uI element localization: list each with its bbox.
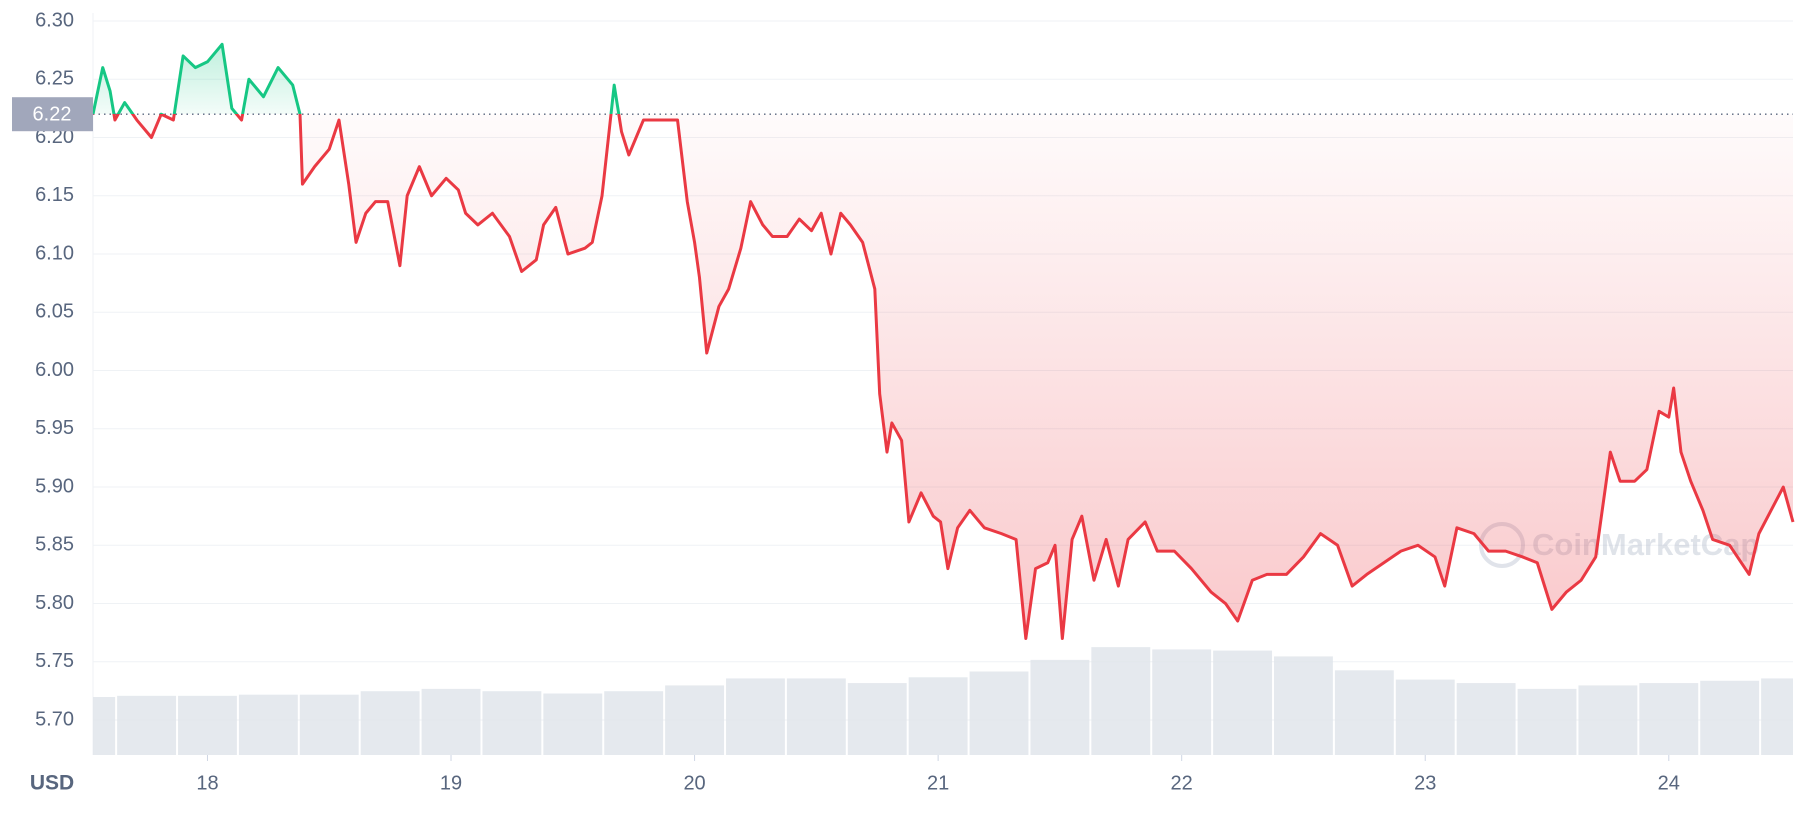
y-tick-label: 6.10 <box>35 242 74 264</box>
volume-bar <box>1456 683 1516 755</box>
y-tick-label: 5.80 <box>35 592 74 614</box>
volume-bar <box>543 693 603 755</box>
x-tick-label: 19 <box>440 772 462 794</box>
volume-bar <box>360 691 420 755</box>
volume-bar <box>969 671 1029 755</box>
baseline-label: 6.22 <box>33 103 72 125</box>
volume-bar <box>117 695 177 755</box>
y-tick-label: 6.25 <box>35 68 74 90</box>
volume-bar <box>1091 647 1151 755</box>
x-tick-label: 24 <box>1658 772 1680 794</box>
y-tick-label: 6.05 <box>35 301 74 323</box>
y-tick-label: 6.30 <box>35 9 74 31</box>
y-tick-label: 5.70 <box>35 708 74 730</box>
volume-bar <box>908 677 968 755</box>
volume-bar <box>93 697 116 755</box>
volume-bar <box>604 691 664 755</box>
x-tick-label: 18 <box>196 772 218 794</box>
volume-bar <box>1395 679 1455 755</box>
y-tick-label: 5.95 <box>35 417 74 439</box>
volume-bar <box>1152 649 1212 755</box>
y-tick-label: 6.15 <box>35 184 74 206</box>
currency-label: USD <box>30 772 74 795</box>
price-line <box>91 42 1795 640</box>
x-tick-label: 22 <box>1171 772 1193 794</box>
volume-bar <box>726 678 785 755</box>
volume-bar <box>1761 678 1793 755</box>
volume-bar <box>665 685 725 755</box>
volume-bar <box>238 694 298 755</box>
volume-bar <box>1213 650 1273 755</box>
x-tick-label: 21 <box>927 772 949 794</box>
volume-bar <box>1030 659 1090 755</box>
y-tick-label: 5.85 <box>35 534 74 556</box>
baseline-label-box <box>12 97 93 132</box>
volume-bar <box>299 694 359 755</box>
x-tick-label: 23 <box>1414 772 1436 794</box>
y-tick-label: 5.90 <box>35 475 74 497</box>
price-area <box>93 44 1793 639</box>
volume-bar <box>1639 683 1699 755</box>
volume-bar <box>178 695 237 755</box>
volume-bar <box>482 691 542 755</box>
y-tick-label: 6.20 <box>35 126 74 148</box>
volume-bar <box>847 683 907 755</box>
volume-bar <box>1517 688 1577 755</box>
volume-bar <box>1274 656 1333 755</box>
volume-bar <box>1334 670 1394 755</box>
y-tick-label: 5.75 <box>35 650 74 672</box>
volume-bar <box>1700 680 1760 755</box>
volume-bar <box>1578 685 1638 755</box>
x-tick-label: 20 <box>683 772 705 794</box>
y-tick-label: 6.00 <box>35 359 74 381</box>
volume-bar <box>421 688 481 755</box>
volume-bar <box>786 678 846 755</box>
